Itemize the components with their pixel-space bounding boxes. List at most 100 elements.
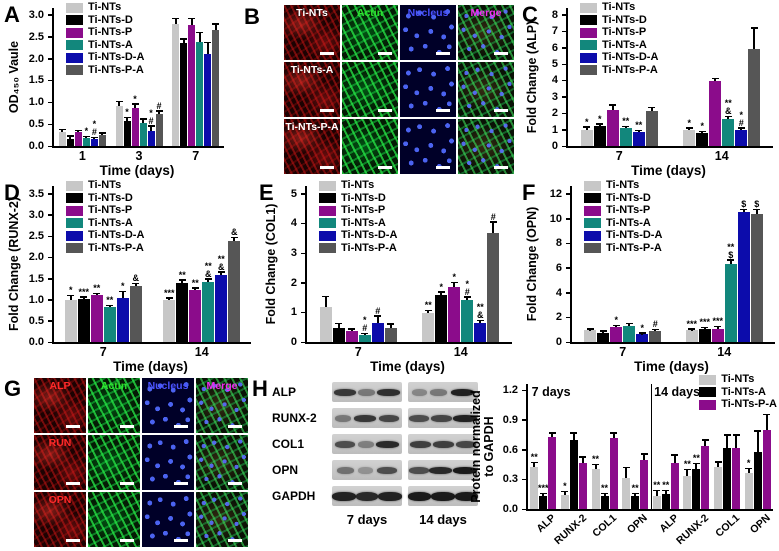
y-tick-mark [48,145,54,147]
bar [103,307,116,342]
error-bar-cap [463,296,471,298]
merge-channel-image [196,435,248,490]
significance-marker: ** & [204,260,212,279]
error-bar [453,283,456,288]
blot-time-label: 14 days [419,512,467,527]
bar [319,307,332,342]
plot-area: 0.0 0.3 0.6 0.9 1.2 ALP ** *** RUNX-2 * COL1 ** ** OP… [503,384,773,547]
blot-row: GAPDH [272,486,478,506]
bar-slot: # [649,186,662,342]
bar [722,119,735,146]
bar [750,213,763,342]
error-bar-cap [753,208,761,211]
legend-label: Ti-NTs-A [602,38,647,51]
legend-label: Ti-NTs-A [606,216,651,229]
error-bar [182,39,185,44]
error-bar [194,288,197,291]
y-tick-label: 8 [551,8,558,21]
y-tick-label: 4 [551,74,558,87]
significance-marker: ** [635,120,643,131]
green-channel-image [88,435,140,490]
bar [358,335,371,342]
error-bar-cap [740,208,748,211]
panel-B-letter: B [244,4,260,29]
bar-slot [753,384,762,509]
bar-slot: * [683,8,696,146]
x-tick-label: OPN [625,512,650,537]
y-tick-mark [48,299,54,301]
bar [180,43,188,146]
error-bar-cap [58,128,66,131]
bar [622,478,631,509]
error-bar-cap [688,328,696,330]
error-bar [101,133,104,135]
bar [580,129,593,146]
error-bar-cap [625,322,633,325]
significance-marker: * [452,272,457,283]
column-header: Nucleus [407,7,449,19]
bar [636,334,649,342]
y-tick-label: 2.0 [28,251,44,264]
legend-item: Ti-NTs-P-A [699,398,777,411]
row-label: Ti-NTs-P-A [285,121,339,133]
significance-marker: ** & [724,98,732,117]
error-bar [324,297,327,308]
y-tick-label: 0.0 [502,503,518,515]
error-bar [198,33,201,42]
error-bar-cap [82,135,90,138]
legend-label: Ti-NTs-P-A [341,241,397,254]
bar-slot [622,384,631,509]
bar [610,327,623,342]
legend: Ti-NTs Ti-NTs-A Ti-NTs-P-A [699,373,777,411]
error-bar-cap [387,323,395,325]
bar-group: 7 * *** ** ** * & [54,186,153,359]
bar-slot: $ [750,186,763,342]
bar [131,107,139,146]
error-bar [729,260,732,265]
blot-strip [408,434,478,454]
bar [569,439,578,509]
significance-marker: * [597,113,602,124]
bar [619,127,632,146]
cck8-proliferation-chart: OD₄₅₀ Vaule 0.0 0.5 1.0 1.5 2.0 2.5 3.0 1 * * #3 * *… [4,0,228,178]
error-bar-cap [685,127,693,129]
bar [737,212,750,342]
blue-channel-image [142,435,194,490]
legend-swatch [580,15,597,26]
significance-marker: ** $ [727,241,735,260]
green-channel-image [342,119,398,174]
error-bar [207,279,210,282]
bar-group: 7 [167,8,224,163]
bar [448,287,461,342]
significance-marker: ** [622,116,630,127]
bar [600,496,609,509]
legend-item: Ti-NTs-P [584,204,662,217]
legend-label: Ti-NTs-A [88,216,133,229]
bar [461,299,474,342]
significance-marker: # [156,100,162,111]
error-bar [150,126,152,131]
error-bar [479,321,482,323]
legend-item: Ti-NTs-D [66,192,144,205]
bar [597,332,610,342]
bar-slot [609,384,618,509]
error-bar [533,463,536,468]
merge-channel-image [458,62,514,117]
error-bar-cap [732,434,740,436]
bar [204,54,212,146]
y-tick-mark [562,112,568,115]
bar-slot [732,384,741,509]
error-bar [121,292,124,298]
legend-item: Ti-NTs-A [66,39,144,52]
bar [701,445,710,509]
blot-band [334,388,357,396]
legend-label: Ti-NTs-P-A [602,63,658,76]
bar-slot: ** [103,186,116,342]
blue-channel-image [400,62,456,117]
bar-slot: ** [591,384,600,509]
blot-band [377,466,398,474]
blot-row: OPN [272,460,478,480]
blot-label: GAPDH [272,489,316,503]
y-tick-label: 3.0 [28,8,44,21]
error-bar-cap [348,328,356,330]
